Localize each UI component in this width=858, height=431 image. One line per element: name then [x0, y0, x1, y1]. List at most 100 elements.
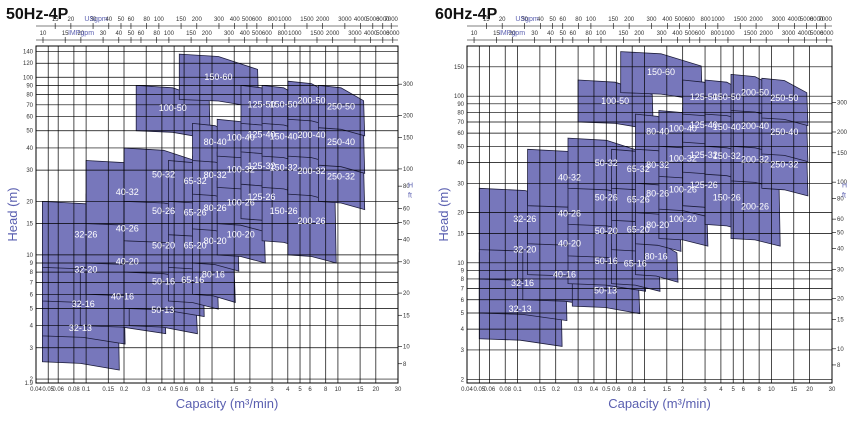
- ft-tick-label: 40: [403, 238, 410, 244]
- usgpm-tick-label: 300: [214, 17, 225, 23]
- usgpm-tick-label: 200: [624, 17, 635, 23]
- impgpm-tick-label: 1500: [310, 31, 324, 37]
- pump-label: 100-40: [227, 133, 255, 143]
- usgpm-tick-label: 80: [575, 17, 582, 23]
- ft-tick-label: 80: [837, 196, 844, 202]
- usgpm-tick-label: 2000: [749, 17, 763, 23]
- pump-label: 50-13: [151, 305, 174, 315]
- impgpm-tick-label: 15: [493, 31, 500, 37]
- x-tick-label: 0.2: [120, 387, 129, 393]
- y-tick-label: 8: [461, 277, 465, 283]
- x-tick-label: 2: [248, 387, 252, 393]
- usgpm-tick-label: 60: [128, 17, 135, 23]
- pump-label: 150-40: [713, 122, 741, 132]
- x-tick-label: 30: [829, 387, 836, 393]
- pump-label: 32-13: [69, 323, 92, 333]
- usgpm-unit-label: USgpm: [515, 16, 539, 23]
- impgpm-tick-label: 100: [164, 31, 175, 37]
- y-tick-label: 140: [23, 49, 34, 55]
- usgpm-tick-label: 15: [52, 17, 59, 23]
- y-axis-title: Head (m): [436, 187, 451, 241]
- usgpm-tick-label: 600: [685, 17, 696, 23]
- usgpm-tick-label: 4000: [788, 17, 802, 23]
- impgpm-tick-label: 2000: [760, 31, 774, 37]
- impgpm-tick-label: 20: [509, 31, 516, 37]
- usgpm-tick-label: 30: [521, 17, 528, 23]
- impgpm-tick-label: 6000: [820, 31, 834, 37]
- usgpm-tick-label: 1000: [278, 17, 292, 23]
- usgpm-tick-label: 80: [143, 17, 150, 23]
- impgpm-tick-label: 2000: [326, 31, 340, 37]
- pump-label: 125-26: [690, 180, 718, 190]
- y-tick-labels: 2 3 4 5 6 7 8 910 15 20 30 40 50 60 70 80 90 100 150: [454, 65, 465, 383]
- ft-tick-label: 8: [837, 363, 841, 369]
- x-tick-label: 20: [372, 387, 379, 393]
- y-tick-label: 150: [454, 65, 465, 71]
- usgpm-axis: 15 20 30 40 50 60 80 100 150 200 300 400 500 600 800 10…: [36, 16, 399, 29]
- region-labels: 32-13 32-16 32-20 32-26 40-16 40-20 40-26 40-32…: [509, 67, 799, 314]
- usgpm-tick-label: 5000: [800, 17, 814, 23]
- y-tick-label: 50: [26, 129, 33, 135]
- pump-label: 150-60: [204, 72, 232, 82]
- pump-label: 150-26: [270, 206, 298, 216]
- x-tick-label: 0.3: [142, 387, 151, 393]
- region-labels: 32-13 32-16 32-20 32-26 40-16 40-20 40-26 40-32…: [69, 72, 355, 333]
- usgpm-tick-label: 400: [230, 17, 241, 23]
- ft-tick-label: 80: [403, 184, 410, 190]
- ft-tick-label: 30: [403, 260, 410, 266]
- usgpm-tick-label: 20: [68, 17, 75, 23]
- y-tick-label: 2: [461, 377, 465, 383]
- usgpm-tick-label: 500: [675, 17, 686, 23]
- usgpm-tick-label: 1000: [711, 17, 725, 23]
- x-tick-label: 0.15: [534, 387, 546, 393]
- pump-label: 50-26: [595, 192, 618, 202]
- impgpm-tick-label: 3000: [782, 31, 796, 37]
- pump-label: 65-26: [184, 208, 207, 218]
- impgpm-tick-label: 40: [547, 31, 554, 37]
- pump-label: 65-32: [184, 176, 207, 186]
- pump-label: 100-20: [227, 229, 255, 239]
- x-tick-label: 0.06: [484, 387, 496, 393]
- impgpm-axis: 10 15 20 30 40 50 60 80 100 150 200 300 400 500 600 800…: [467, 30, 834, 43]
- y-tick-label: 20: [26, 199, 33, 205]
- pump-label: 80-32: [204, 170, 227, 180]
- impgpm-tick-label: 200: [202, 31, 213, 37]
- impgpm-tick-label: 5000: [376, 31, 390, 37]
- chart-50hz: 32-13 32-16 32-20 32-26 40-16 40-20 40-26 40-32…: [5, 16, 414, 411]
- y-tick-label: 3: [30, 346, 34, 352]
- pump-label: 80-40: [204, 137, 227, 147]
- impgpm-tick-label: 30: [100, 31, 107, 37]
- pump-label: 80-26: [204, 203, 227, 213]
- usgpm-tick-label: 400: [662, 17, 673, 23]
- x-tick-label: 15: [357, 387, 364, 393]
- y-tick-label: 30: [26, 168, 33, 174]
- impgpm-tick-label: 10: [40, 31, 47, 37]
- ft-tick-label: 15: [403, 313, 410, 319]
- y-tick-label: 5: [30, 306, 34, 312]
- y-tick-labels: 1.92 3 4 5 6 7 8 9 10 15 20 30 40 50 60 70 80 90 100 120 140: [23, 49, 34, 387]
- pump-label: 200-40: [297, 130, 325, 140]
- ft-tick-label: 8: [403, 362, 407, 368]
- x-tick-label: 30: [395, 387, 402, 393]
- impgpm-tick-label: 5000: [810, 31, 824, 37]
- usgpm-tick-label: 15: [483, 17, 490, 23]
- x-tick-label: 0.6: [180, 387, 189, 393]
- y-tick-label: 40: [26, 146, 33, 152]
- pump-label: 50-20: [152, 240, 175, 250]
- impgpm-tick-label: 600: [262, 31, 273, 37]
- x-axis-title: Capacity (m³/min): [176, 396, 279, 411]
- y-tick-label: 50: [457, 144, 464, 150]
- usgpm-tick-label: 5000: [366, 17, 380, 23]
- y-tick-label: 70: [457, 120, 464, 126]
- pump-label: 80-20: [204, 236, 227, 246]
- usgpm-tick-label: 30: [90, 17, 97, 23]
- usgpm-tick-label: 500: [242, 17, 253, 23]
- x-tick-label: 0.5: [170, 387, 179, 393]
- ft-tick-label: 200: [837, 130, 848, 136]
- x-tick-label: 0.2: [552, 387, 561, 393]
- pump-label: 32-26: [513, 214, 536, 224]
- impgpm-tick-label: 6000: [386, 31, 400, 37]
- usgpm-tick-label: 3000: [772, 17, 786, 23]
- ft-tick-label: 50: [837, 230, 844, 236]
- pump-label: 250-40: [770, 127, 798, 137]
